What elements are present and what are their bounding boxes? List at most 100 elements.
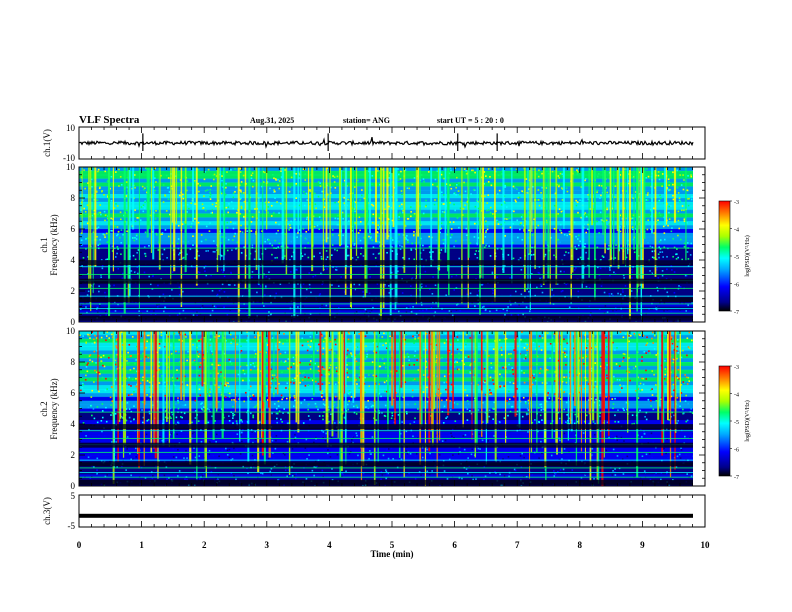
spectrogram-cell (299, 276, 301, 278)
spectrogram-cell (247, 284, 249, 287)
spectrogram-cell (670, 230, 673, 233)
spectrogram-cell (671, 269, 673, 271)
spectrogram-cell (270, 467, 273, 470)
spectrogram-cell (465, 172, 468, 175)
spectrogram-cell (116, 234, 118, 237)
spectrogram-cell (266, 181, 269, 183)
sferic-streak (582, 167, 585, 283)
spectrogram-cell (325, 258, 328, 261)
spectrogram-cell (256, 320, 259, 322)
spectrogram-cell (366, 406, 368, 408)
spectrogram-cell (204, 209, 207, 212)
spectrogram-cell (461, 360, 464, 362)
spectrogram-cell (321, 366, 324, 368)
spectrogram-cell (304, 307, 307, 309)
spectrogram-cell (532, 341, 535, 344)
spectrogram-cell (108, 337, 110, 339)
spectrogram-cell (508, 430, 511, 433)
spectrogram-cell (85, 248, 87, 250)
spectrogram-cell (423, 180, 425, 183)
spectrogram-cell (418, 309, 421, 312)
spectrogram-cell (384, 390, 386, 393)
spectrogram-cell (200, 440, 203, 443)
spectrogram-cell (262, 181, 265, 183)
spectrogram-cell (491, 288, 494, 290)
spectrogram-cell (404, 236, 407, 239)
spectrogram-cell (275, 221, 277, 224)
spectrogram-cell (513, 349, 515, 351)
spectrogram-cell (121, 331, 123, 333)
spectrogram-cell (294, 399, 296, 402)
spectrogram-cell (369, 402, 372, 405)
spectrogram-cell (672, 198, 675, 201)
spectrogram-cell (105, 232, 108, 235)
spectrogram-cell (99, 211, 102, 214)
spectrogram-cell (328, 373, 330, 376)
spectrogram-cell (455, 193, 457, 196)
spectrogram-cell (445, 291, 447, 293)
spectrogram-cell (499, 373, 501, 376)
spectrogram-cell (647, 398, 650, 401)
spectrogram-cell (592, 208, 595, 210)
spectrogram-cell (588, 436, 590, 439)
spectrogram-cell (358, 272, 360, 274)
spectrogram-cell (526, 352, 529, 354)
spectrogram-cell (566, 234, 569, 237)
spectrogram-cell (167, 177, 170, 179)
spectrogram-cell (104, 219, 106, 222)
spectrogram-cell (328, 369, 330, 371)
spectrogram-band (79, 427, 693, 433)
spectrogram-cell (587, 196, 590, 199)
spectrogram-cell (296, 269, 298, 271)
spectrogram-cell (80, 239, 83, 242)
spectrogram-cell (593, 433, 596, 436)
spectrogram-band (79, 248, 693, 253)
spectrogram-cell (91, 214, 94, 217)
spectrogram-cell (401, 292, 404, 294)
spectrogram-cell (686, 473, 689, 475)
spectrogram-cell (320, 374, 323, 376)
spectrogram-cell (405, 311, 408, 314)
spectrogram-cell (508, 475, 510, 478)
spectrogram-cell (187, 277, 189, 279)
spectrogram-cell (485, 231, 487, 234)
spectrogram-cell (198, 254, 200, 257)
spectrogram-cell (89, 337, 91, 339)
spectrogram-cell (493, 401, 496, 404)
spectrogram-cell (466, 394, 469, 397)
spectrogram-cell (241, 421, 243, 423)
spectrogram-cell (415, 313, 418, 315)
spectrogram-cell (587, 194, 590, 196)
spectrogram-cell (483, 465, 486, 468)
spectrogram-cell (580, 476, 583, 479)
spectrogram-cell (401, 245, 404, 248)
spectrogram-cell (579, 256, 582, 259)
spectrogram-cell (663, 232, 666, 234)
spectrogram-cell (567, 252, 570, 254)
spectrogram-cell (670, 310, 673, 313)
spectrogram-cell (410, 247, 412, 250)
spectrogram-cell (492, 292, 494, 294)
spectrogram-cell (371, 174, 374, 177)
spectrogram-cell (199, 184, 202, 187)
spectrogram-cell (118, 430, 121, 433)
spectrogram-cell (472, 478, 474, 481)
sferic-streak (219, 167, 221, 262)
spectrogram-cell (538, 169, 540, 172)
spectrogram-cell (321, 283, 324, 286)
spectrogram-cell (236, 270, 239, 272)
spectrogram-cell (499, 310, 502, 312)
spectrogram-cell (621, 360, 624, 363)
spectrogram-cell (590, 370, 593, 372)
spectrogram-band (79, 396, 693, 402)
spectrogram-cell (535, 199, 538, 201)
spectrogram-cell (671, 290, 673, 292)
spectrogram-cell (216, 337, 219, 340)
spectrogram-cell (443, 177, 445, 180)
spectrogram-cell (246, 434, 248, 437)
spectrogram-cell (227, 206, 230, 208)
spectrogram-cell (495, 309, 498, 312)
spectrogram-cell (178, 215, 181, 218)
spectrogram-cell (194, 409, 197, 412)
spectrogram-cell (275, 320, 278, 322)
